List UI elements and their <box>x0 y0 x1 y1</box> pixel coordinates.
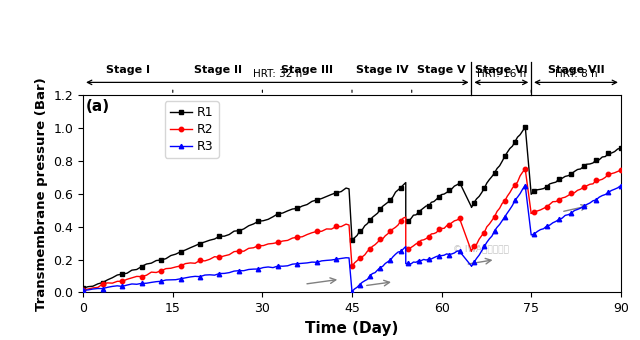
R2 <box>351 261 358 265</box>
R2 <box>430 232 438 236</box>
Text: Stage VII: Stage VII <box>548 65 604 74</box>
R3 <box>104 285 111 289</box>
R3 <box>353 285 361 289</box>
R3 <box>348 290 356 294</box>
Text: Stage III: Stage III <box>281 65 333 74</box>
R3 <box>284 264 291 268</box>
R2 <box>284 238 291 242</box>
R2 <box>527 211 535 215</box>
R2 <box>617 168 625 172</box>
Text: HRT: 32 h: HRT: 32 h <box>253 69 302 80</box>
R2 <box>118 279 126 283</box>
R1 <box>617 146 625 150</box>
Text: © IWA国际水协会: © IWA国际水协会 <box>453 244 509 254</box>
R2 <box>104 281 111 285</box>
R2 <box>79 288 87 292</box>
Text: (a): (a) <box>86 99 110 114</box>
X-axis label: Time (Day): Time (Day) <box>305 321 399 336</box>
R3 <box>433 254 440 258</box>
Y-axis label: Transmembrane pressure (Bar): Transmembrane pressure (Bar) <box>35 77 48 311</box>
Line: R3: R3 <box>81 183 623 294</box>
R1 <box>522 124 529 129</box>
R3 <box>617 184 625 188</box>
R1 <box>104 278 111 282</box>
Text: HRT: 8 h: HRT: 8 h <box>555 69 597 80</box>
Text: HRT: 16 h: HRT: 16 h <box>477 69 526 80</box>
R2 <box>522 167 529 171</box>
Line: R1: R1 <box>81 124 623 290</box>
Text: Stage IV: Stage IV <box>356 65 408 74</box>
R1 <box>79 286 87 290</box>
R1 <box>284 209 291 213</box>
R3 <box>118 284 126 288</box>
Line: R2: R2 <box>81 167 623 292</box>
Text: Stage V: Stage V <box>417 65 466 74</box>
R3 <box>527 233 535 237</box>
Legend: R1, R2, R3: R1, R2, R3 <box>164 101 219 158</box>
Text: Stage I: Stage I <box>106 65 150 74</box>
R1 <box>430 200 438 204</box>
R1 <box>527 192 535 196</box>
R3 <box>79 288 87 292</box>
R1 <box>351 236 358 240</box>
R1 <box>118 272 126 276</box>
Text: Stage II: Stage II <box>193 65 241 74</box>
Text: Stage VI: Stage VI <box>475 65 527 74</box>
